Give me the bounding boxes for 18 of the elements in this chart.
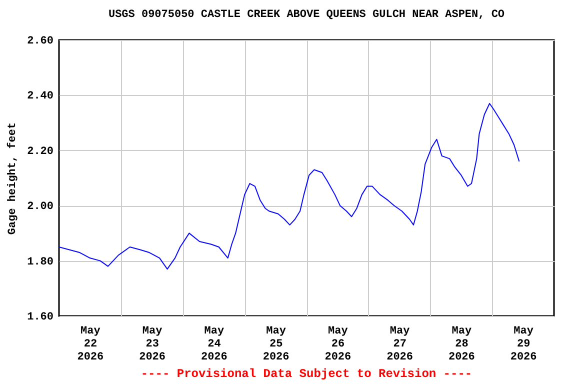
y-axis-title: Gage height, feet [6,122,20,235]
text: ---- Provisional Data Subject to Revision ---- [140,367,474,381]
x-tick-label: May 27 2026 [386,326,414,364]
y-tick-label: 2.20 [27,146,54,158]
line-series [59,102,520,270]
y-tick-label: 2.00 [27,201,54,214]
chart-title: USGS 09075050 CASTLE CREEK ABOVE QUEENS GULCH NEAR ASPEN, CO [108,9,505,21]
y-tick-label: 2.40 [27,90,54,103]
x-tick-label: May 29 2026 [510,326,537,364]
y-tick-label: 1.80 [27,256,54,268]
x-tick-label: May 25 2026 [262,326,290,364]
y-tick-label: 1.60 [27,312,54,324]
x-tick-label: May 22 2026 [77,326,104,364]
x-tick-label: May 23 2026 [139,326,166,364]
y-tick-label: 2.60 [27,36,54,48]
x-tick-label: May 24 2026 [200,326,228,364]
x-tick-label: May 26 2026 [324,326,352,364]
x-tick-label: May 28 2026 [448,326,475,364]
